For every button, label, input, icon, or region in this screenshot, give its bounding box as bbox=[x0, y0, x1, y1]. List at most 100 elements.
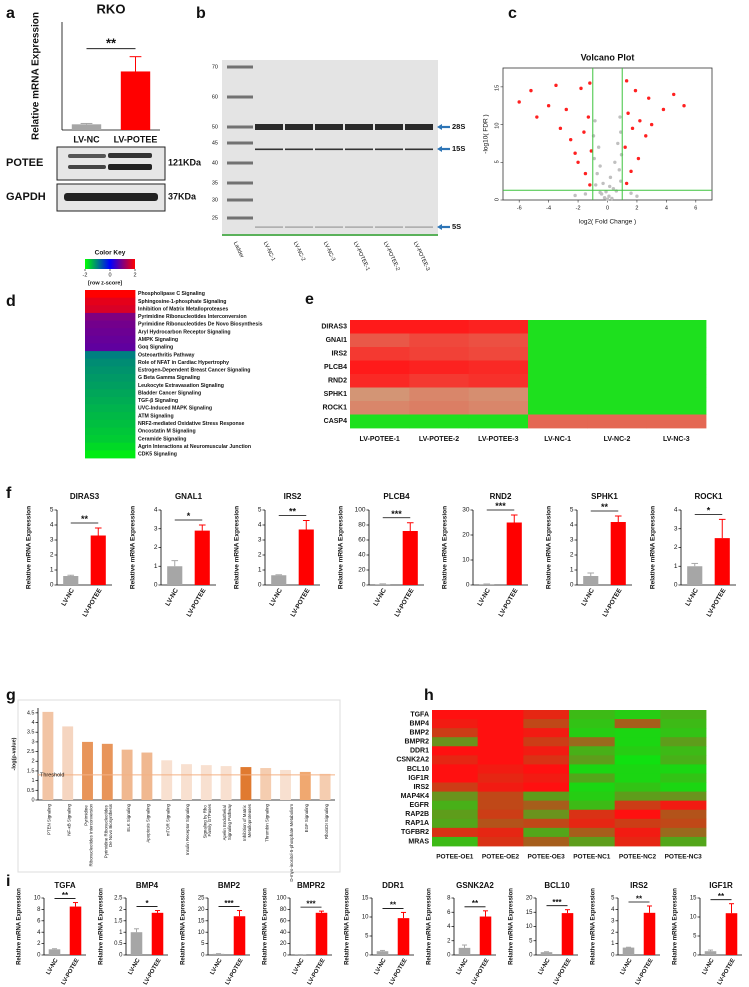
heat-cell bbox=[660, 719, 707, 729]
heat-cell bbox=[660, 746, 707, 756]
y-axis-label: Relative mRNA Expression bbox=[345, 888, 351, 965]
column-label: POTEE-NC3 bbox=[665, 854, 703, 861]
heat-cell bbox=[477, 764, 524, 774]
ladder-label: 50 bbox=[212, 124, 218, 130]
point bbox=[569, 137, 573, 142]
y-tick-label: 5 bbox=[529, 938, 533, 944]
ladder-band bbox=[227, 161, 253, 165]
chart-title: DIRAS3 bbox=[70, 492, 100, 501]
y-axis-label: Relative mRNA Expression bbox=[338, 506, 345, 589]
heat-cell bbox=[477, 755, 524, 765]
bar bbox=[212, 953, 225, 955]
heat-cell bbox=[523, 737, 570, 747]
blot-band bbox=[108, 164, 152, 170]
point bbox=[564, 107, 568, 112]
error-bar bbox=[302, 520, 310, 530]
chart-title: GNAL1 bbox=[175, 492, 203, 501]
heat-cell bbox=[350, 414, 410, 429]
y-tick-label: 3 bbox=[154, 525, 158, 532]
significance-label: ** bbox=[81, 514, 89, 524]
y-tick-label: 2 bbox=[37, 941, 41, 947]
heat-cell bbox=[432, 710, 479, 720]
heat-cell bbox=[468, 320, 529, 334]
point bbox=[554, 83, 558, 88]
y-tick-label: 100 bbox=[355, 507, 366, 514]
y-axis-label: Relative mRNA Expression bbox=[673, 888, 679, 965]
point bbox=[644, 134, 648, 138]
heat-cell bbox=[646, 387, 707, 402]
point bbox=[647, 96, 651, 100]
y-tick-label: 30 bbox=[462, 507, 470, 514]
point bbox=[596, 145, 601, 149]
heat-cell bbox=[409, 333, 470, 348]
y-tick-label: 10 bbox=[494, 123, 500, 129]
panel-label: d bbox=[6, 293, 16, 310]
chart-title: IGF1R bbox=[709, 881, 733, 890]
ladder-band bbox=[227, 95, 253, 99]
x-tick-label: RhoGDI Signaling bbox=[324, 803, 329, 839]
heat-cell bbox=[85, 320, 136, 329]
y-tick-label: 1 bbox=[611, 941, 615, 947]
heat-cell bbox=[528, 414, 588, 429]
y-tick-label: 4 bbox=[154, 507, 158, 514]
heat-cell bbox=[85, 343, 136, 352]
x-tick-label: D-myo-inositol-5-phosphate Metabolism bbox=[289, 804, 294, 882]
row-label: TGF-β Signaling bbox=[138, 398, 178, 404]
rna-band bbox=[375, 148, 403, 151]
y-axis-label: Relative mRNA Expression bbox=[591, 888, 597, 965]
y-tick-label: 0 bbox=[365, 953, 369, 959]
key-title: Color Key bbox=[95, 250, 126, 257]
bar bbox=[141, 752, 153, 800]
heat-cell bbox=[528, 387, 588, 402]
heat-cell bbox=[660, 710, 707, 720]
chart-title: IRS2 bbox=[284, 492, 302, 501]
y-tick-label: 0 bbox=[37, 953, 41, 959]
heat-cell bbox=[432, 836, 479, 847]
heat-cell bbox=[468, 374, 529, 388]
protein-label: GAPDH bbox=[6, 191, 46, 203]
y-tick-label: 5 bbox=[611, 896, 615, 902]
heat-cell bbox=[409, 347, 470, 361]
heat-cell bbox=[569, 818, 616, 829]
bar bbox=[714, 538, 730, 585]
heat-cell bbox=[432, 782, 479, 792]
point bbox=[617, 168, 621, 172]
row-label: MAP4K4 bbox=[401, 793, 430, 800]
heat-cell bbox=[477, 818, 524, 829]
error-bar bbox=[72, 902, 79, 907]
heat-cell bbox=[614, 710, 661, 720]
y-tick-label: 2 bbox=[50, 552, 54, 559]
heat-cell bbox=[587, 347, 648, 361]
heat-cell bbox=[569, 710, 616, 720]
y-tick-label: 0 bbox=[119, 953, 123, 959]
bar bbox=[725, 913, 738, 955]
error-bar bbox=[691, 562, 699, 567]
heat-cell bbox=[432, 746, 479, 756]
y-tick-label: 1 bbox=[119, 930, 123, 936]
blot-band bbox=[68, 154, 106, 158]
y-tick-label: 4 bbox=[674, 507, 678, 514]
heat-cell bbox=[85, 389, 136, 398]
point bbox=[535, 115, 539, 119]
point bbox=[582, 130, 586, 134]
x-tick-label: Insulin Receptor Signaling bbox=[185, 803, 190, 855]
heat-cell bbox=[614, 791, 661, 802]
bar bbox=[161, 760, 173, 800]
chart-title: BMPR2 bbox=[297, 881, 326, 890]
panel-label: g bbox=[6, 687, 16, 704]
row-label: RAP2B bbox=[405, 811, 429, 818]
point bbox=[624, 181, 629, 186]
chart-title: RKO bbox=[97, 1, 126, 16]
row-label: UVC-Induced MAPK Signaling bbox=[138, 406, 212, 412]
bar bbox=[610, 522, 626, 585]
point bbox=[613, 160, 617, 164]
x-tick-label: EGF Signaling bbox=[304, 803, 309, 832]
y-tick-label: 0 bbox=[362, 582, 366, 589]
row-label: DDR1 bbox=[410, 748, 429, 755]
x-tick-label: Apelin Endothelial Signaling Pathway bbox=[222, 803, 232, 840]
protein-label: POTEE bbox=[6, 157, 43, 169]
heat-cell bbox=[409, 401, 470, 415]
heat-cell bbox=[523, 710, 570, 720]
rna-band bbox=[405, 124, 433, 130]
y-tick-label: 4 bbox=[447, 924, 451, 930]
